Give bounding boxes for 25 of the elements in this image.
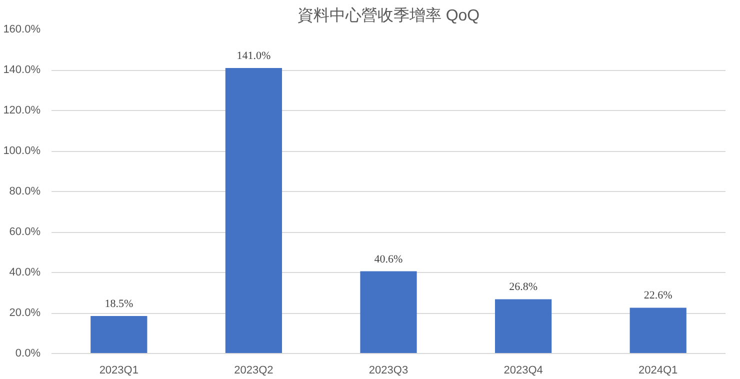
x-tick-label: 2023Q4 [504,364,543,376]
data-label: 26.8% [509,281,538,294]
data-label: 22.6% [644,290,672,302]
y-tick-label: 80.0% [9,186,41,198]
data-label: 141.0% [236,50,271,62]
chart-title: 資料中心營收季增率 QoQ [297,6,480,24]
y-tick-label: 120.0% [3,104,41,116]
x-tick-label: 2023Q3 [368,364,408,376]
y-tick-label: 160.0% [3,24,41,36]
x-tick-label: 2023Q1 [99,364,138,376]
bar [90,316,148,354]
y-tick-label: 60.0% [9,226,41,238]
data-label: 40.6% [374,253,403,266]
y-tick-label: 0.0% [15,348,41,360]
x-tick-label: 2024Q1 [638,364,678,376]
y-tick-label: 140.0% [3,64,41,76]
x-tick-label: 2023Q2 [234,364,274,376]
data-label: 18.5% [104,298,134,310]
bar [494,299,552,354]
y-tick-label: 100.0% [3,145,41,157]
bar [360,271,417,354]
y-tick-label: 40.0% [9,266,41,278]
bar [630,308,686,354]
y-tick-label: 20.0% [9,307,41,319]
bar [225,68,282,354]
